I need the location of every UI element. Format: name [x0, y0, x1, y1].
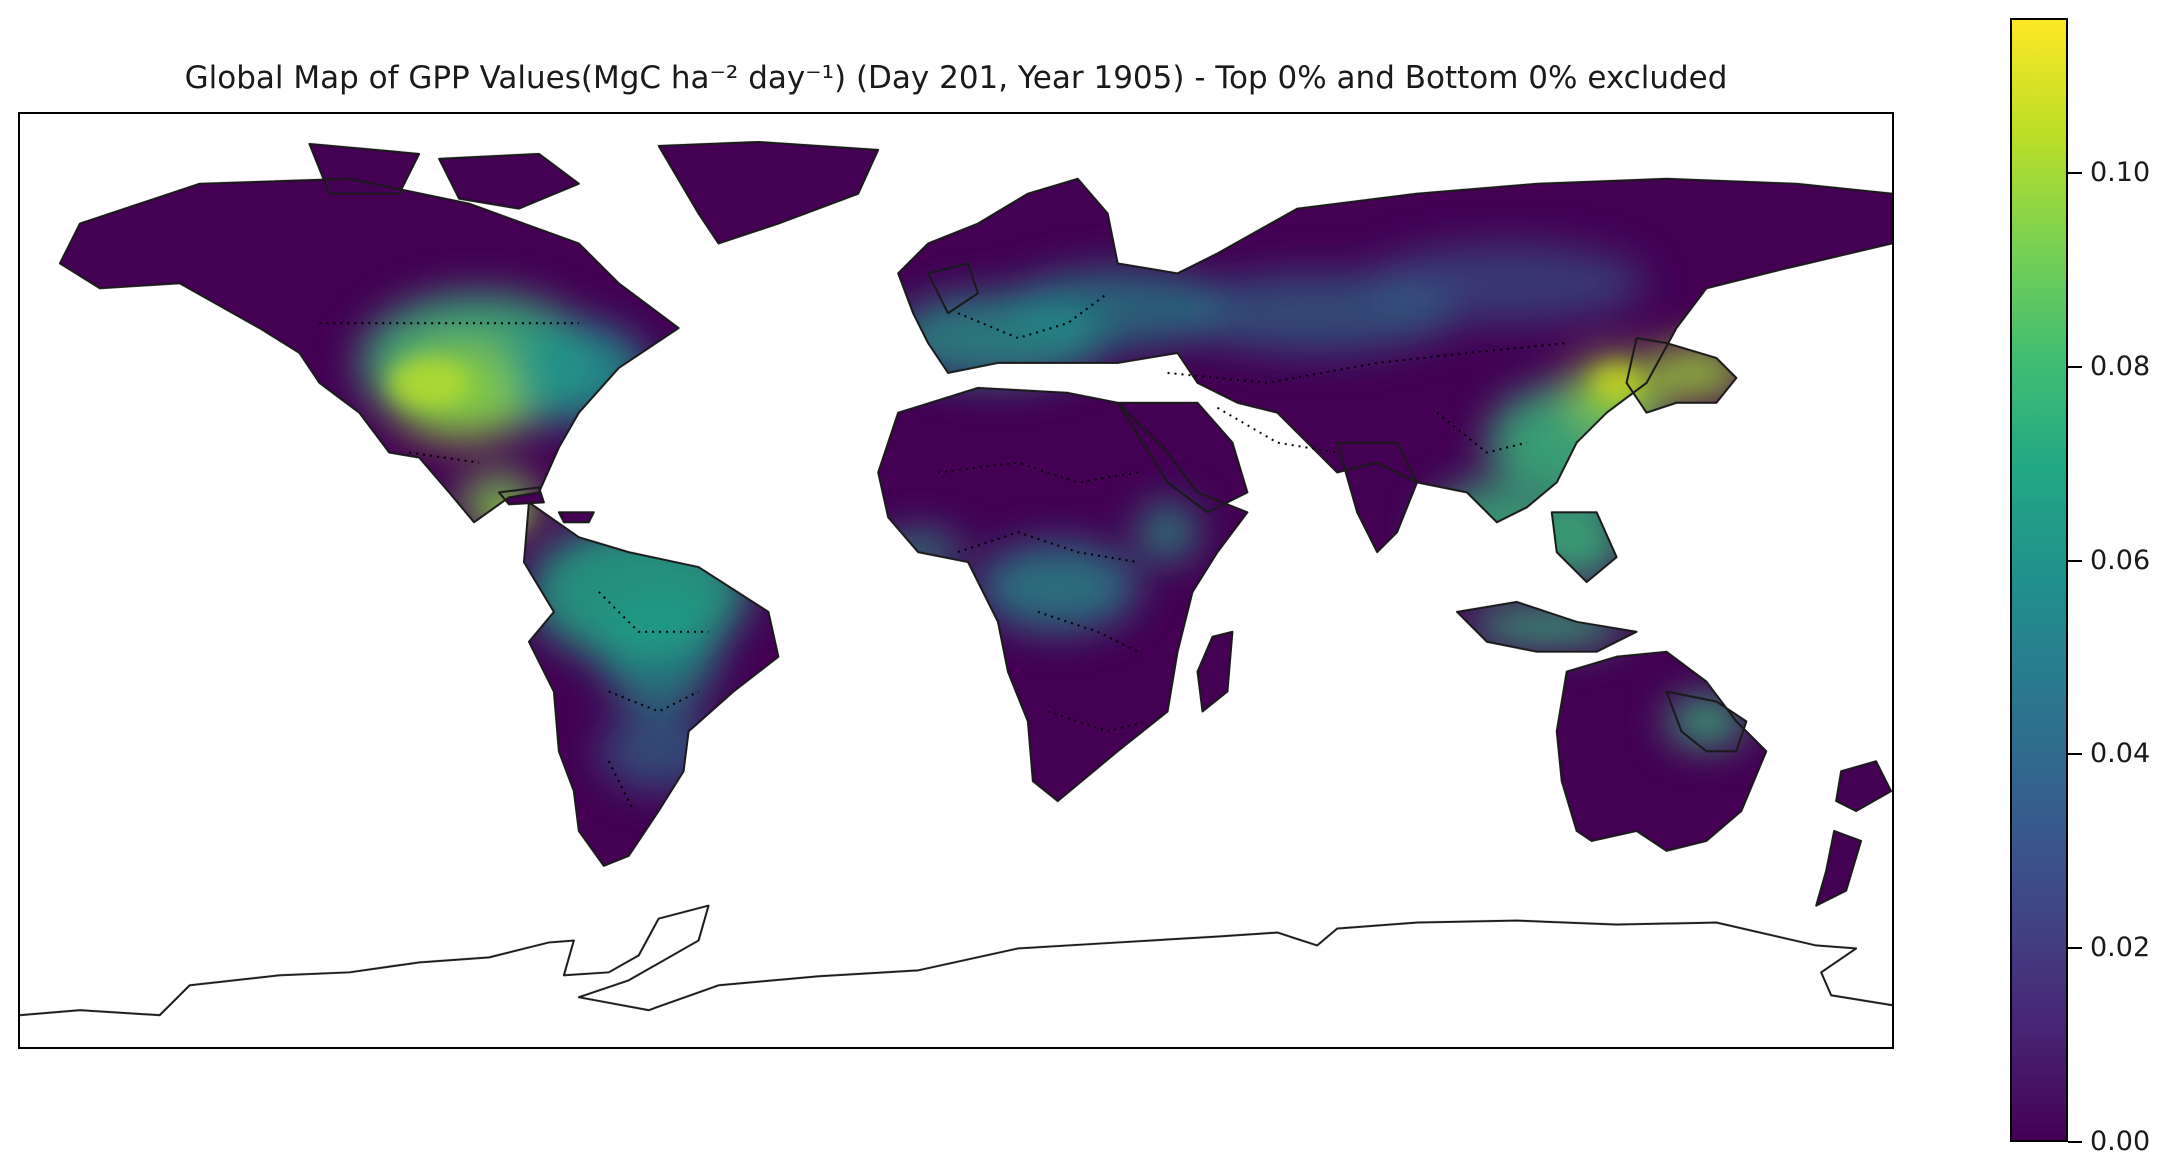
colorbar-tick: [2068, 1141, 2082, 1143]
colorbar-tick: [2068, 559, 2082, 562]
colorbar-tick-label: 0.10: [2090, 157, 2151, 189]
land-fill: [59, 141, 1892, 906]
map-frame: [18, 112, 1894, 1049]
colorbar-tick-label: 0.02: [2090, 932, 2151, 964]
colorbar-tick: [2068, 172, 2082, 175]
colorbar: [2010, 18, 2068, 1142]
colorbar-tick: [2068, 753, 2082, 756]
colorbar-tick-label: 0.04: [2090, 738, 2151, 770]
colorbar-tick-label: 0.06: [2090, 544, 2151, 576]
colorbar-tick: [2068, 947, 2082, 950]
country-borders: [319, 292, 1567, 812]
colorbar-tick: [2068, 365, 2082, 368]
colorbar-tick-label: 0.08: [2090, 350, 2151, 382]
colorbar-tick-label: 0.00: [2090, 1126, 2151, 1157]
antarctica-coastline: [20, 904, 1892, 1017]
world-map: [20, 140, 1892, 1017]
coastlines: [20, 140, 1892, 1017]
map-title: Global Map of GPP Values(MgC ha⁻² day⁻¹)…: [184, 60, 1728, 96]
